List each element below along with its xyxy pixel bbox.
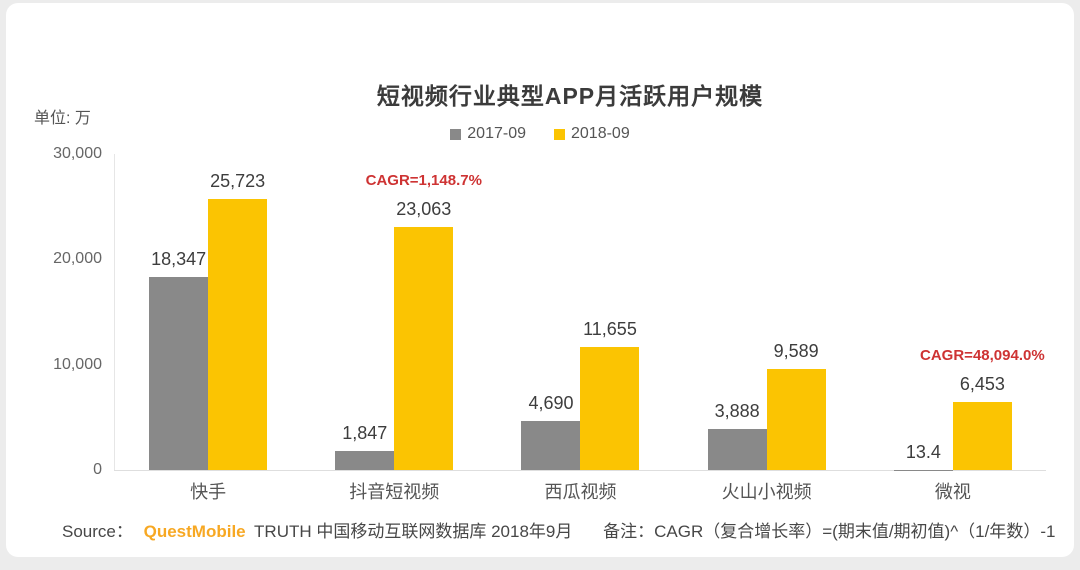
y-axis-tick: 0 [93, 461, 102, 478]
bar-value-label: 3,888 [714, 401, 760, 422]
y-axis-tick: 20,000 [53, 250, 102, 268]
legend-item-2018: 2018-09 [554, 125, 630, 143]
x-axis-line [114, 470, 1046, 471]
source-note: Source： QuestMobile TRUTH 中国移动互联网数据库 201… [62, 517, 1064, 542]
cagr-annotation: CAGR=1,148.7% [365, 172, 482, 190]
legend-item-2017: 2017-09 [450, 125, 526, 143]
legend-swatch [450, 128, 462, 140]
bar-value-label: 6,453 [959, 374, 1005, 395]
bar-2017-09 [707, 429, 767, 470]
category-label: 抖音短视频 [349, 482, 440, 502]
cagr-note: 备注：CAGR（复合增长率）=(期末值/期初值)^（1/年数）-1 [603, 522, 1056, 541]
bar-value-label: 4,690 [528, 392, 574, 413]
bar-2018-09 [208, 199, 268, 470]
legend-label: 2018-09 [571, 125, 630, 142]
cagr-annotation: CAGR=48,094.0% [920, 347, 1045, 365]
bar-2017-09 [521, 420, 581, 470]
source-label: Source： [62, 522, 133, 541]
bar-2017-09 [335, 450, 395, 470]
chart-title: 短视频行业典型APP月活跃用户规模 [376, 83, 764, 109]
source-brand: QuestMobile [143, 522, 246, 541]
unit-label: 单位: 万 [34, 110, 91, 127]
bar-value-label: 1,847 [342, 422, 388, 443]
chart-card: 短视频行业典型APP月活跃用户规模 单位: 万 2017-09 2018-09 … [6, 3, 1074, 557]
y-axis-tick: 10,000 [53, 355, 102, 373]
bar-2018-09 [580, 347, 640, 470]
bar-group: 1,847 CAGR=1,148.7% 23,063 抖音短视频 [335, 172, 482, 502]
bar-value-label: 18,347 [151, 248, 207, 269]
bar-groups: 18,347 25,723 快手 1,847 CAGR=1,148.7% 23,063 抖音… [115, 154, 1046, 502]
legend-swatch [554, 128, 565, 140]
bar-value-label: 9,589 [773, 341, 819, 361]
y-axis-tick: 30,000 [53, 145, 102, 162]
bar-2018-09 [952, 402, 1012, 470]
category-label: 西瓜视频 [544, 482, 617, 502]
plot-area: 0 10,000 20,000 30,000 18,347 25,723 快手 1,847 C… [30, 145, 1046, 502]
bar-2018-09 [766, 369, 826, 470]
y-axis: 0 10,000 20,000 30,000 [30, 145, 102, 478]
bar-group: 3,888 9,589 火山小视频 [707, 341, 826, 502]
category-label: 快手 [190, 482, 227, 502]
bar-group: 4,690 11,655 西瓜视频 [521, 319, 640, 502]
legend: 2017-09 2018-09 [6, 125, 1074, 143]
y-axis-line [114, 154, 115, 470]
bar-2018-09 [394, 227, 454, 470]
bar-value-label: 25,723 [210, 171, 266, 192]
bar-2017-09 [149, 276, 209, 470]
bar-value-label: 13.4 [905, 441, 941, 462]
category-label: 微视 [934, 482, 971, 502]
bar-value-label: 11,655 [583, 319, 637, 340]
bar-group: 13.4 CAGR=48,094.0% 6,453 微视 [893, 347, 1045, 502]
category-label: 火山小视频 [721, 482, 812, 502]
bar-group: 18,347 25,723 快手 [149, 171, 268, 502]
source-rest: TRUTH 中国移动互联网数据库 2018年9月 [254, 522, 573, 541]
bar-value-label: 23,063 [396, 199, 452, 220]
legend-label: 2017-09 [467, 125, 526, 142]
